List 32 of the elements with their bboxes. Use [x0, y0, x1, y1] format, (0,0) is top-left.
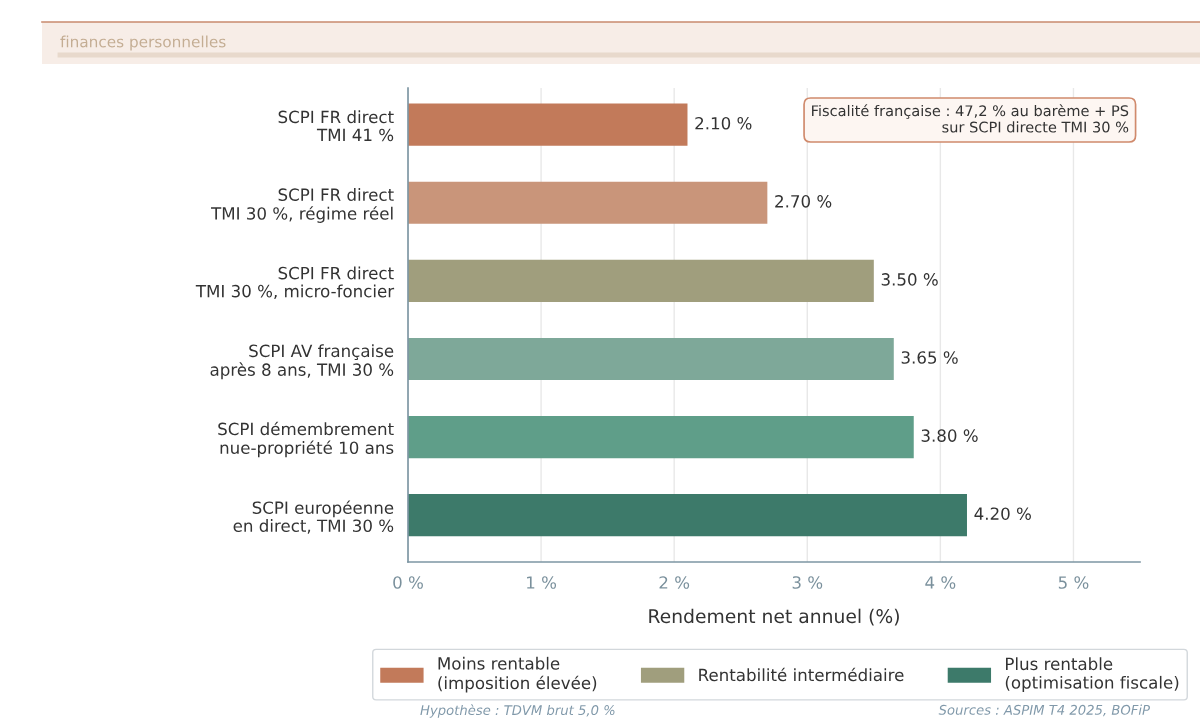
legend-label: Moins rentable (imposition élevée)	[438, 656, 597, 693]
y-tick-label: SCPI démembrement nue-propriété 10 ans	[218, 421, 394, 458]
data-label: 4.20 %	[974, 507, 1031, 520]
x-tick-label: 1 %	[527, 576, 557, 589]
bar	[408, 181, 768, 224]
annotation: Fiscalité française : 47,2 % au barème + PS sur SCPI directe TMI 30 %	[812, 104, 1129, 133]
x-tick-label: 2 %	[659, 576, 690, 589]
y-tick-label: SCPI FR direct TMI 30 %, régime réel	[211, 188, 394, 223]
y-tick-label: SCPI AV française après 8 ans, TMI 30 %	[210, 344, 394, 380]
x-tick-label: 3 %	[792, 576, 823, 589]
data-label: 2.70 %	[775, 195, 832, 208]
y-tick-label: SCPI FR direct TMI 41 %	[278, 110, 394, 142]
data-label: 3.80 %	[921, 429, 978, 442]
x-tick-label: 5 %	[1058, 576, 1089, 589]
bar	[408, 259, 874, 302]
legend-label: Plus rentable (optimisation fiscale)	[1005, 657, 1179, 693]
bar	[408, 494, 967, 537]
x-tick-label: 4 %	[925, 576, 956, 589]
data-label: 2.10 %	[695, 116, 752, 130]
y-tick-label: SCPI européenne en direct, TMI 30 %	[233, 500, 394, 534]
bar	[408, 337, 894, 381]
x-tick-label: 0 %	[393, 576, 423, 589]
x-axis-title: Rendement net annuel (%)	[649, 608, 899, 626]
bar	[408, 415, 914, 459]
source-note: Sources : ASPIM T4 2025, BOFiP	[938, 704, 1150, 717]
bar	[408, 103, 688, 146]
data-label: 3.50 %	[881, 273, 938, 286]
text: finances personnelles	[60, 35, 226, 51]
y-tick-label: SCPI FR direct TMI 30 %, micro-foncier	[195, 266, 395, 300]
text: Hypothèse : TDVM brut 5,0 %	[420, 704, 615, 718]
legend-label: Rentabilité intermédiaire	[699, 667, 904, 682]
data-label: 3.65 %	[901, 351, 958, 364]
